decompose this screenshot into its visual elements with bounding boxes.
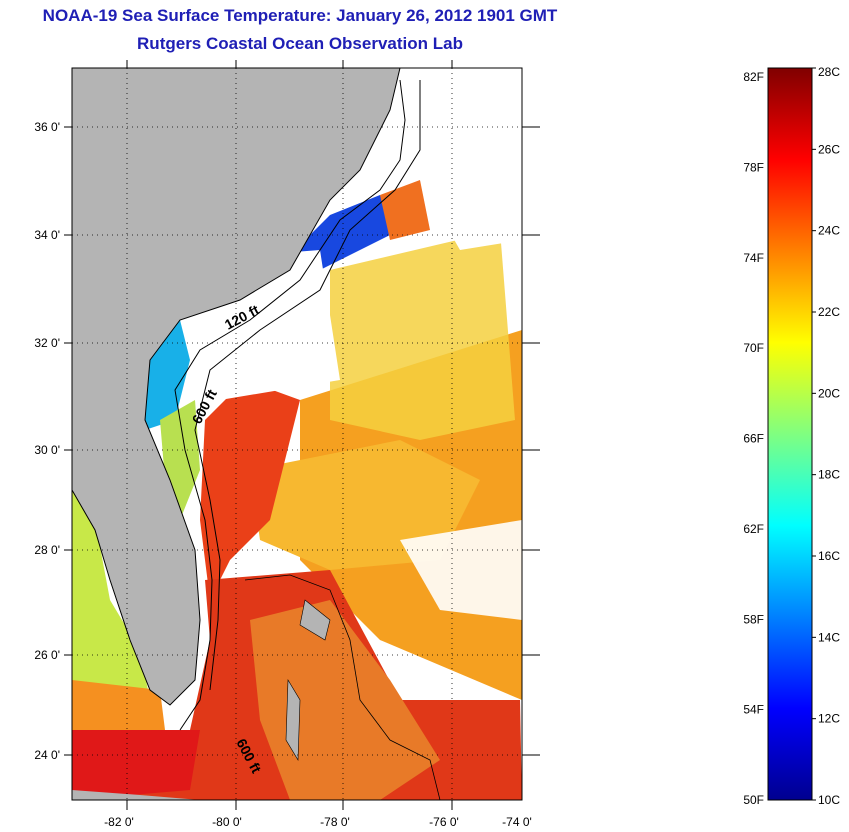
lat-label: 28 0'	[34, 543, 60, 557]
colorbar-c-label: 24C	[818, 224, 840, 238]
map-ticks	[64, 60, 540, 810]
land-cuba-edge	[72, 790, 200, 800]
colorbar-bar	[767, 67, 813, 801]
lat-label: 30 0'	[34, 443, 60, 457]
map-subtitle: Rutgers Coastal Ocean Observation Lab	[137, 34, 463, 53]
contour-bahamas	[244, 574, 441, 800]
colorbar-c-label: 20C	[818, 386, 840, 400]
lat-label: 34 0'	[34, 228, 60, 242]
lon-label: -80 0'	[212, 815, 242, 829]
map-title: NOAA-19 Sea Surface Temperature: January…	[42, 6, 558, 25]
colorbar-f-label: 54F	[743, 703, 764, 717]
contour-120ft	[174, 79, 406, 731]
lat-label: 36 0'	[34, 120, 60, 134]
sst-gulf-yellow	[72, 490, 150, 710]
lon-label: -82 0'	[104, 815, 134, 829]
lon-label: -74 0'	[502, 815, 532, 829]
colorbar-c-label: 16C	[818, 549, 840, 563]
sst-straits-south	[72, 730, 200, 800]
land-andros	[285, 678, 301, 762]
lat-label: 24 0'	[34, 748, 60, 762]
cloud-cover-east	[400, 520, 522, 620]
colorbar-c-label: 14C	[818, 630, 840, 644]
colorbar-c-label: 10C	[818, 793, 840, 807]
colorbar-f-label: 58F	[743, 612, 764, 626]
colorbar-f-label: 82F	[743, 70, 764, 84]
map-frame	[71, 67, 523, 801]
land-abaco	[299, 599, 331, 641]
sst-central-yellow	[330, 230, 515, 440]
colorbar-c-label: 22C	[818, 305, 840, 319]
lat-label: 26 0'	[34, 648, 60, 662]
cloud-cover-north	[400, 68, 522, 250]
colorbar-c-label: 28C	[818, 65, 840, 79]
lon-label: -78 0'	[320, 815, 350, 829]
colorbar-c-label: 26C	[818, 142, 840, 156]
colorbar-f-label: 70F	[743, 341, 764, 355]
sst-gulf-orange	[72, 680, 165, 730]
contour-600ft	[194, 80, 421, 691]
lon-label: -76 0'	[429, 815, 459, 829]
sst-gulfstream	[200, 380, 300, 600]
colorbar-f-ticks: 82F 78F 74F 70F 66F 62F 58F 54F 50F	[743, 70, 764, 807]
lat-lon-grid	[72, 68, 522, 800]
colorbar-f-label: 66F	[743, 432, 764, 446]
colorbar-f-label: 50F	[743, 793, 764, 807]
colorbar-c-ticks: 28C 26C 24C 22C 20C 18C 16C 14C 12C 10C	[812, 65, 840, 807]
colorbar-f-label: 62F	[743, 522, 764, 536]
lat-label: 32 0'	[34, 336, 60, 350]
land-mass	[72, 68, 401, 706]
colorbar-f-label: 78F	[743, 160, 764, 174]
colorbar-f-label: 74F	[743, 251, 764, 265]
colorbar-c-label: 18C	[818, 468, 840, 482]
colorbar-c-label: 12C	[818, 712, 840, 726]
sst-outer-carolina	[380, 180, 430, 240]
